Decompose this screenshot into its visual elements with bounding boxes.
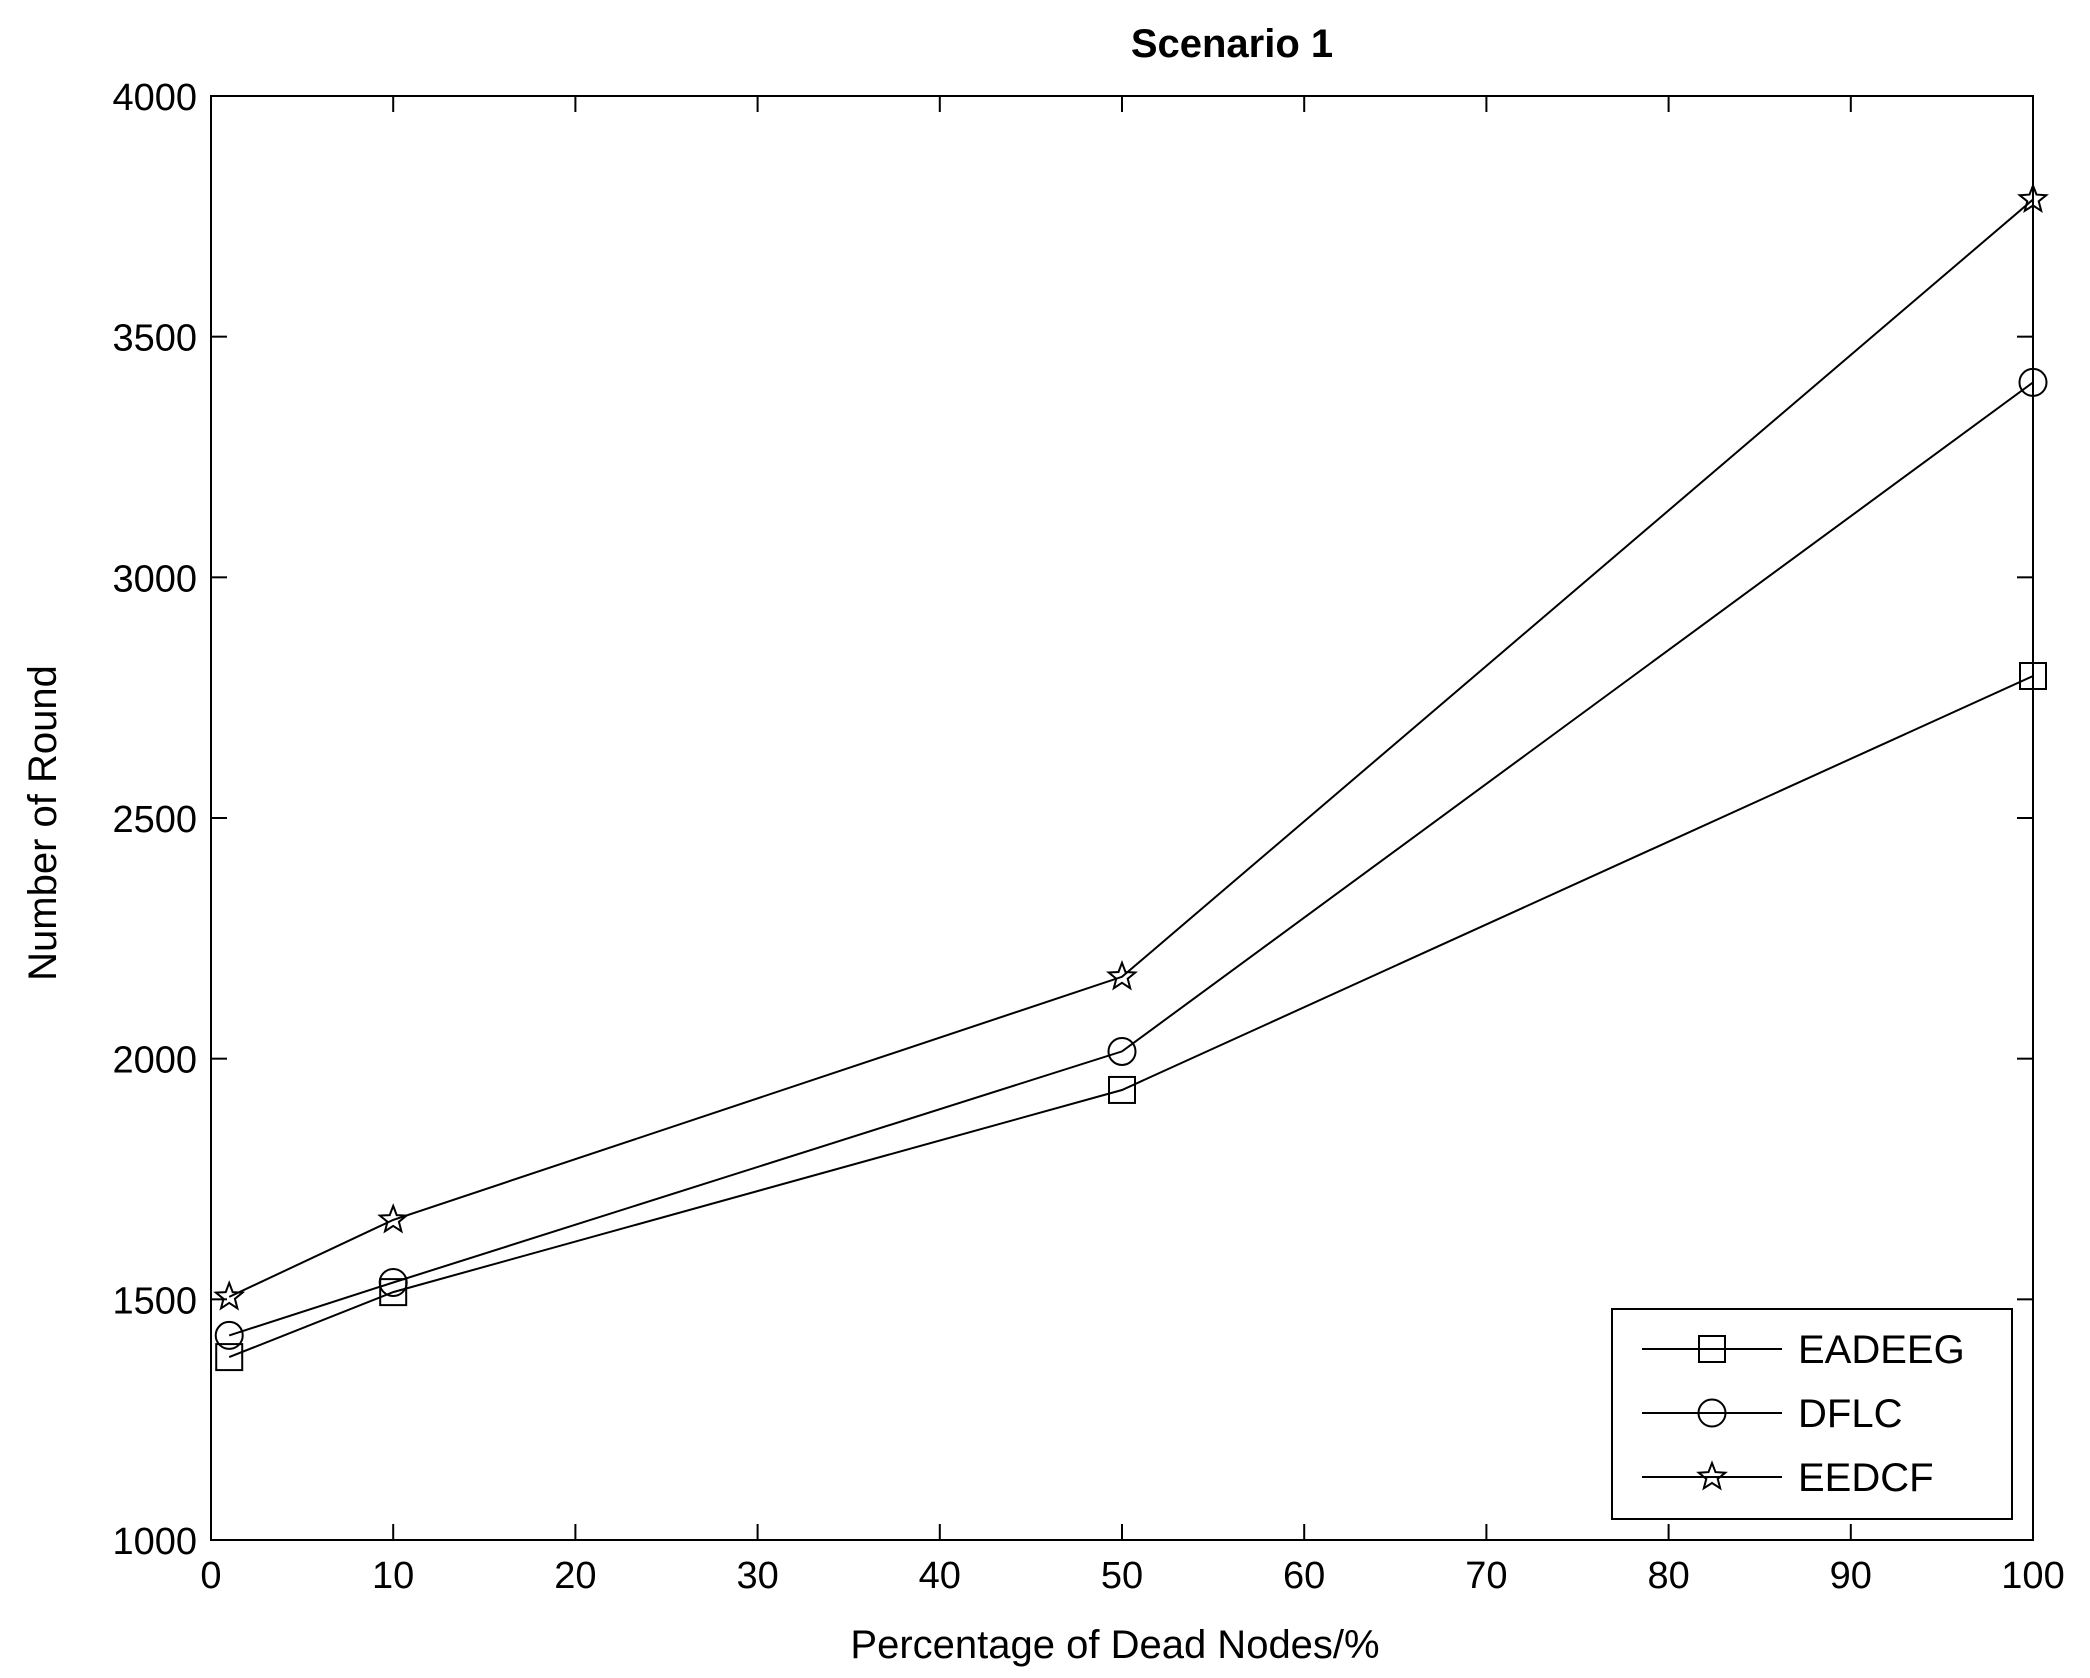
legend-marker-eedcf bbox=[1696, 1460, 1728, 1491]
y-tick-label: 3500 bbox=[112, 318, 197, 360]
data-point-eedcf bbox=[213, 1280, 246, 1311]
x-axis-label: Percentage of Dead Nodes/% bbox=[850, 1623, 1379, 1667]
data-point-dflc bbox=[2018, 367, 2048, 397]
series-line-eadeeg bbox=[228, 675, 2034, 1359]
series-line-dflc bbox=[228, 381, 2034, 1337]
data-point-dflc bbox=[214, 1320, 244, 1350]
x-tick-label: 90 bbox=[1830, 1555, 1872, 1597]
data-point-eedcf bbox=[2017, 182, 2049, 214]
data-point-eedcf bbox=[1106, 959, 1138, 991]
x-tick-label: 50 bbox=[1101, 1555, 1143, 1597]
x-tick-label: 70 bbox=[1465, 1555, 1507, 1597]
x-tick-label: 40 bbox=[919, 1555, 961, 1597]
x-tick-label: 0 bbox=[200, 1555, 221, 1597]
series-lines bbox=[213, 182, 2049, 1372]
x-tick-label: 30 bbox=[736, 1555, 778, 1597]
legend-marker-dflc bbox=[1697, 1398, 1727, 1428]
ticks: 0 10 20 30 40 50 60 70 80 90 100 1000 1500 2000 2500 30… bbox=[112, 77, 2064, 1597]
chart-title: Scenario 1 bbox=[1131, 22, 1333, 66]
y-tick-label: 1000 bbox=[112, 1521, 197, 1563]
data-point-dflc bbox=[1107, 1036, 1137, 1066]
legend: EADEEG DFLC EEDCF bbox=[1611, 1308, 2013, 1520]
legend-label-dflc: DFLC bbox=[1798, 1392, 1902, 1436]
y-tick-label: 1500 bbox=[112, 1280, 197, 1322]
y-tick-label: 2500 bbox=[112, 799, 197, 841]
legend-label-eedcf: EEDCF bbox=[1798, 1456, 1934, 1500]
y-tick-label: 3000 bbox=[112, 558, 197, 600]
series-eedcf bbox=[213, 182, 2049, 1311]
x-tick-label: 100 bbox=[2001, 1555, 2064, 1597]
x-tick-label: 10 bbox=[372, 1555, 414, 1597]
data-point-eadeeg bbox=[2019, 662, 2047, 691]
y-tick-label: 2000 bbox=[112, 1040, 197, 1082]
x-tick-label: 20 bbox=[554, 1555, 596, 1597]
data-point-dflc bbox=[378, 1267, 408, 1297]
x-tick-label: 80 bbox=[1647, 1555, 1689, 1597]
data-point-eadeeg bbox=[215, 1343, 244, 1372]
x-tick-label: 60 bbox=[1283, 1555, 1325, 1597]
series-dflc bbox=[214, 367, 2048, 1350]
legend-label-eadeeg: EADEEG bbox=[1798, 1328, 1965, 1372]
data-point-eedcf bbox=[377, 1203, 410, 1234]
y-tick-label: 4000 bbox=[112, 77, 197, 119]
series-eadeeg bbox=[215, 662, 2047, 1372]
y-axis-label: Number of Round bbox=[21, 665, 65, 981]
data-point-eadeeg bbox=[379, 1278, 408, 1307]
series-line-eedcf bbox=[228, 198, 2034, 1298]
data-point-eadeeg bbox=[1108, 1075, 1136, 1104]
legend-marker-eadeeg bbox=[1698, 1335, 1726, 1363]
